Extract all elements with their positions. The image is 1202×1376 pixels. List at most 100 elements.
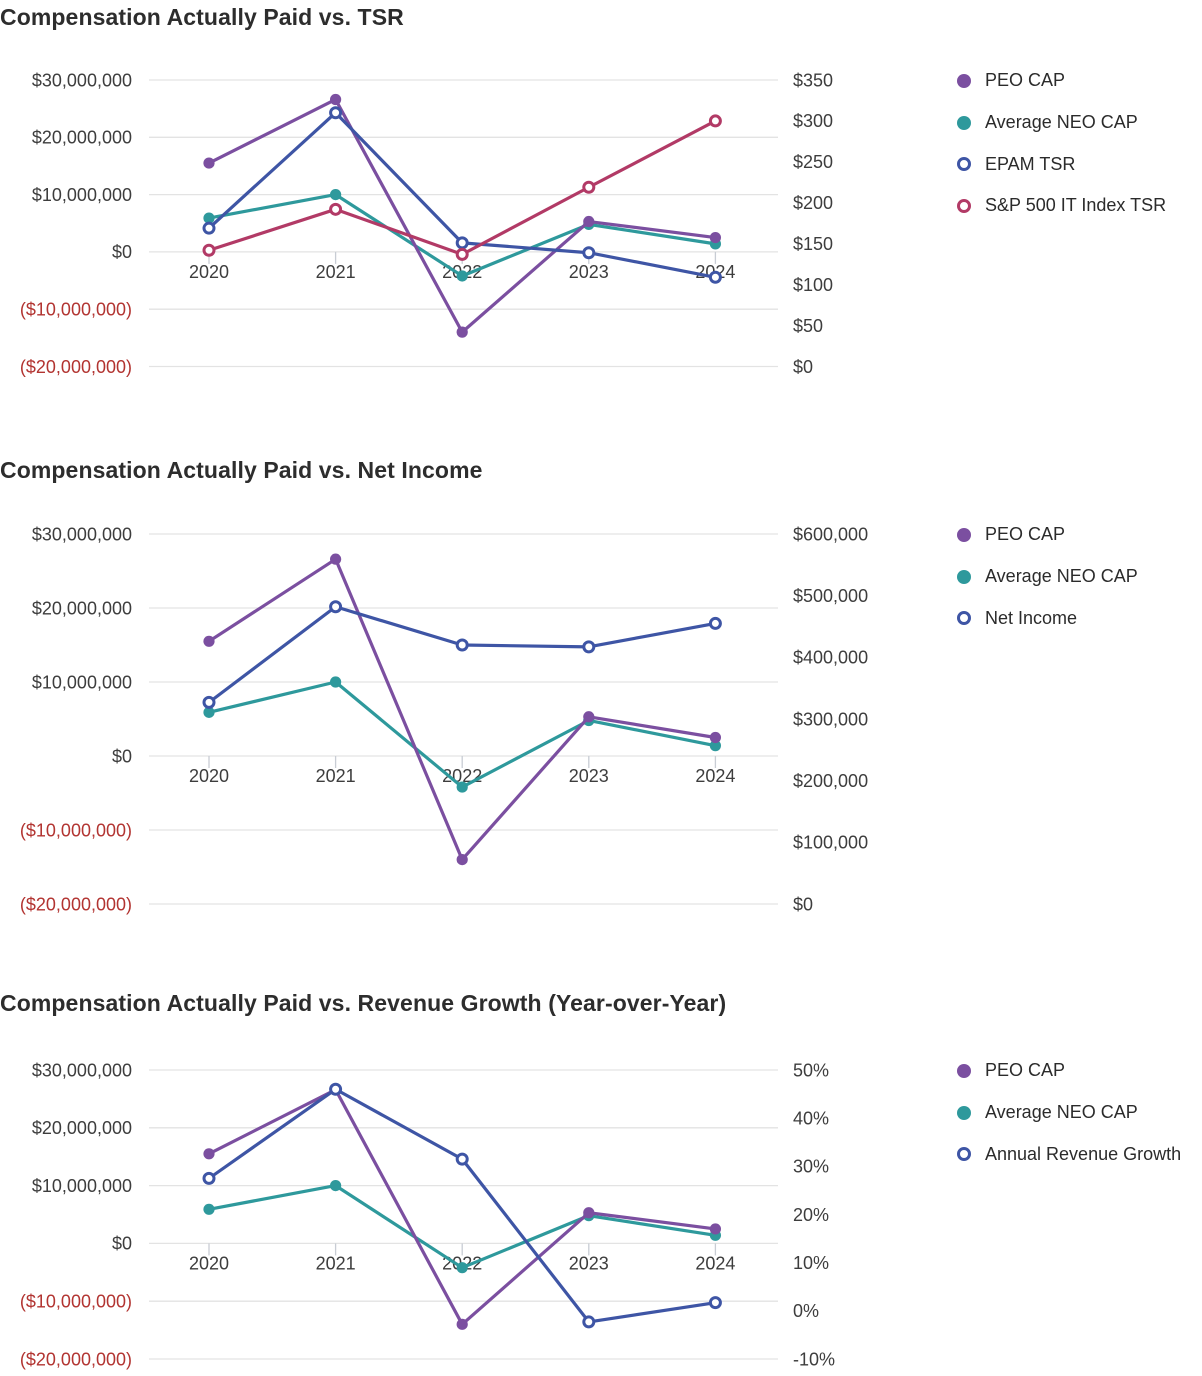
right-axis-tick-label: $200,000 — [793, 771, 868, 791]
legend-label: EPAM TSR — [985, 153, 1076, 174]
series-line-net-income — [207, 605, 718, 704]
legend-item-average-neo-cap: Average NEO CAP — [957, 102, 1166, 144]
data-point-s-p-500-it-index-tsr-2024 — [708, 114, 722, 128]
data-point-epam-tsr-2021 — [329, 106, 343, 120]
cap-vs-revenue-growth-chart: Compensation Actually Paid vs. Revenue G… — [0, 955, 1202, 1376]
left-axis-tick-label: ($10,000,000) — [20, 820, 132, 840]
legend-marker-icon — [957, 157, 971, 172]
data-point-peo-cap-2023 — [583, 1207, 595, 1219]
cap-vs-tsr-chart: Compensation Actually Paid vs. TSR $30,0… — [0, 0, 1202, 440]
x-axis-tick-label: 2020 — [189, 262, 229, 282]
data-point-average-neo-cap-2024 — [709, 740, 722, 752]
left-axis-tick-label: $10,000,000 — [32, 185, 132, 205]
data-point-average-neo-cap-2022 — [456, 1262, 468, 1274]
right-axis-tick-label: 10% — [793, 1253, 829, 1273]
left-axis-tick-label: $10,000,000 — [32, 672, 132, 692]
legend-marker-icon — [957, 198, 971, 213]
legend-label: Average NEO CAP — [985, 566, 1138, 587]
right-axis-tick-label: $100,000 — [793, 833, 868, 853]
x-axis-tick-label: 2020 — [189, 766, 229, 786]
data-point-annual-revenue-growth-2023 — [582, 1315, 596, 1329]
right-axis-tick-label: -10% — [793, 1349, 835, 1369]
legend-marker-icon — [957, 1147, 971, 1162]
x-axis-tick-label: 2024 — [695, 1253, 735, 1273]
right-axis-tick-label: $0 — [793, 357, 813, 377]
legend-item-epam-tsr: EPAM TSR — [957, 143, 1166, 185]
right-axis-tick-label: $300,000 — [793, 709, 868, 729]
left-axis-tick-label: $20,000,000 — [32, 128, 132, 148]
cap-vs-tsr-legend: PEO CAP Average NEO CAP EPAM TSR S&P 500 IT… — [957, 60, 1166, 226]
legend-marker-icon — [957, 611, 971, 626]
left-axis-tick-label: $0 — [112, 1234, 132, 1254]
data-point-average-neo-cap-2021 — [330, 676, 342, 688]
legend-label: Annual Revenue Growth — [985, 1143, 1182, 1164]
data-point-peo-cap-2020 — [203, 157, 215, 169]
data-point-s-p-500-it-index-tsr-2021 — [329, 202, 343, 216]
left-axis-tick-label: ($10,000,000) — [20, 1292, 132, 1312]
data-point-peo-cap-2020 — [203, 1148, 215, 1160]
legend-label: PEO CAP — [985, 70, 1066, 91]
cap-vs-revenue-growth-legend: PEO CAP Average NEO CAP Annual Revenue Gro… — [957, 1050, 1181, 1175]
data-point-epam-tsr-2020 — [202, 221, 216, 235]
right-axis-tick-label: 0% — [793, 1301, 819, 1321]
data-point-average-neo-cap-2020 — [203, 1203, 215, 1215]
x-axis-tick-label: 2021 — [316, 1253, 356, 1273]
data-point-average-neo-cap-2021 — [330, 1180, 342, 1192]
legend-label: Average NEO CAP — [985, 1102, 1138, 1123]
series-line-s-p-500-it-index-tsr — [207, 119, 718, 256]
right-axis-tick-label: 40% — [793, 1108, 829, 1128]
cap-vs-tsr-plot: $30,000,000 $20,000,000 $10,000,000 $0 ($10,… — [20, 70, 833, 377]
legend-item-net-income: Net Income — [957, 597, 1138, 639]
data-point-net-income-2022 — [455, 638, 469, 652]
left-axis-tick-label: $30,000,000 — [32, 70, 132, 90]
legend-item-peo-cap: PEO CAP — [957, 514, 1138, 556]
left-axis-tick-label: ($20,000,000) — [20, 894, 132, 914]
right-axis-tick-label: $50 — [793, 316, 823, 336]
data-point-peo-cap-2020 — [203, 635, 215, 647]
right-axis-tick-label: $400,000 — [793, 648, 868, 668]
right-axis-tick-label: $500,000 — [793, 586, 868, 606]
data-point-s-p-500-it-index-tsr-2020 — [202, 243, 216, 257]
cap-vs-revenue-growth-plot: $30,000,000 $20,000,000 $10,000,000 $0 ($10,… — [20, 1060, 835, 1369]
right-axis-tick-label: $200 — [793, 193, 833, 213]
left-axis-tick-label: $30,000,000 — [32, 524, 132, 544]
left-axis-tick-label: ($20,000,000) — [20, 357, 132, 377]
data-point-peo-cap-2022 — [456, 854, 468, 866]
left-axis-tick-label: $10,000,000 — [32, 1176, 132, 1196]
data-point-s-p-500-it-index-tsr-2022 — [455, 247, 469, 261]
legend-label: PEO CAP — [985, 524, 1066, 545]
data-point-peo-cap-2024 — [709, 1223, 722, 1235]
data-point-average-neo-cap-2020 — [203, 212, 215, 224]
data-point-annual-revenue-growth-2021 — [329, 1082, 343, 1096]
left-axis-tick-label: ($10,000,000) — [20, 300, 132, 320]
chart-title-net-income: Compensation Actually Paid vs. Net Incom… — [0, 457, 483, 483]
data-point-average-neo-cap-2020 — [203, 706, 215, 718]
legend-marker-icon — [957, 569, 971, 584]
data-point-epam-tsr-2022 — [455, 236, 469, 250]
series-line-peo-cap — [207, 557, 718, 862]
legend-label: Net Income — [985, 607, 1078, 628]
data-point-peo-cap-2024 — [709, 731, 722, 744]
right-axis-tick-label: $250 — [793, 152, 833, 172]
x-axis-tick-label: 2020 — [189, 1253, 229, 1273]
right-axis-tick-label: $150 — [793, 234, 833, 254]
data-point-average-neo-cap-2022 — [456, 270, 468, 282]
data-point-peo-cap-2023 — [583, 711, 595, 723]
left-axis-tick-label: $20,000,000 — [32, 1118, 132, 1138]
data-point-annual-revenue-growth-2022 — [455, 1152, 469, 1166]
left-axis-tick-label: ($20,000,000) — [20, 1349, 132, 1369]
data-point-annual-revenue-growth-2020 — [202, 1171, 216, 1185]
left-axis-tick-label: $20,000,000 — [32, 598, 132, 618]
legend-item-average-neo-cap: Average NEO CAP — [957, 556, 1138, 598]
legend-item-peo-cap: PEO CAP — [957, 1050, 1181, 1092]
data-point-s-p-500-it-index-tsr-2023 — [582, 180, 596, 194]
cap-vs-net-income-chart: Compensation Actually Paid vs. Net Incom… — [0, 440, 1202, 955]
data-point-net-income-2020 — [202, 695, 216, 709]
legend-marker-icon — [957, 115, 971, 130]
x-axis-tick-label: 2023 — [569, 262, 609, 282]
legend-label: S&P 500 IT Index TSR — [985, 195, 1167, 216]
data-point-peo-cap-2024 — [709, 231, 722, 244]
right-axis-tick-label: 30% — [793, 1157, 829, 1177]
cap-vs-net-income-plot: $30,000,000 $20,000,000 $10,000,000 $0 ($10,… — [20, 524, 868, 914]
